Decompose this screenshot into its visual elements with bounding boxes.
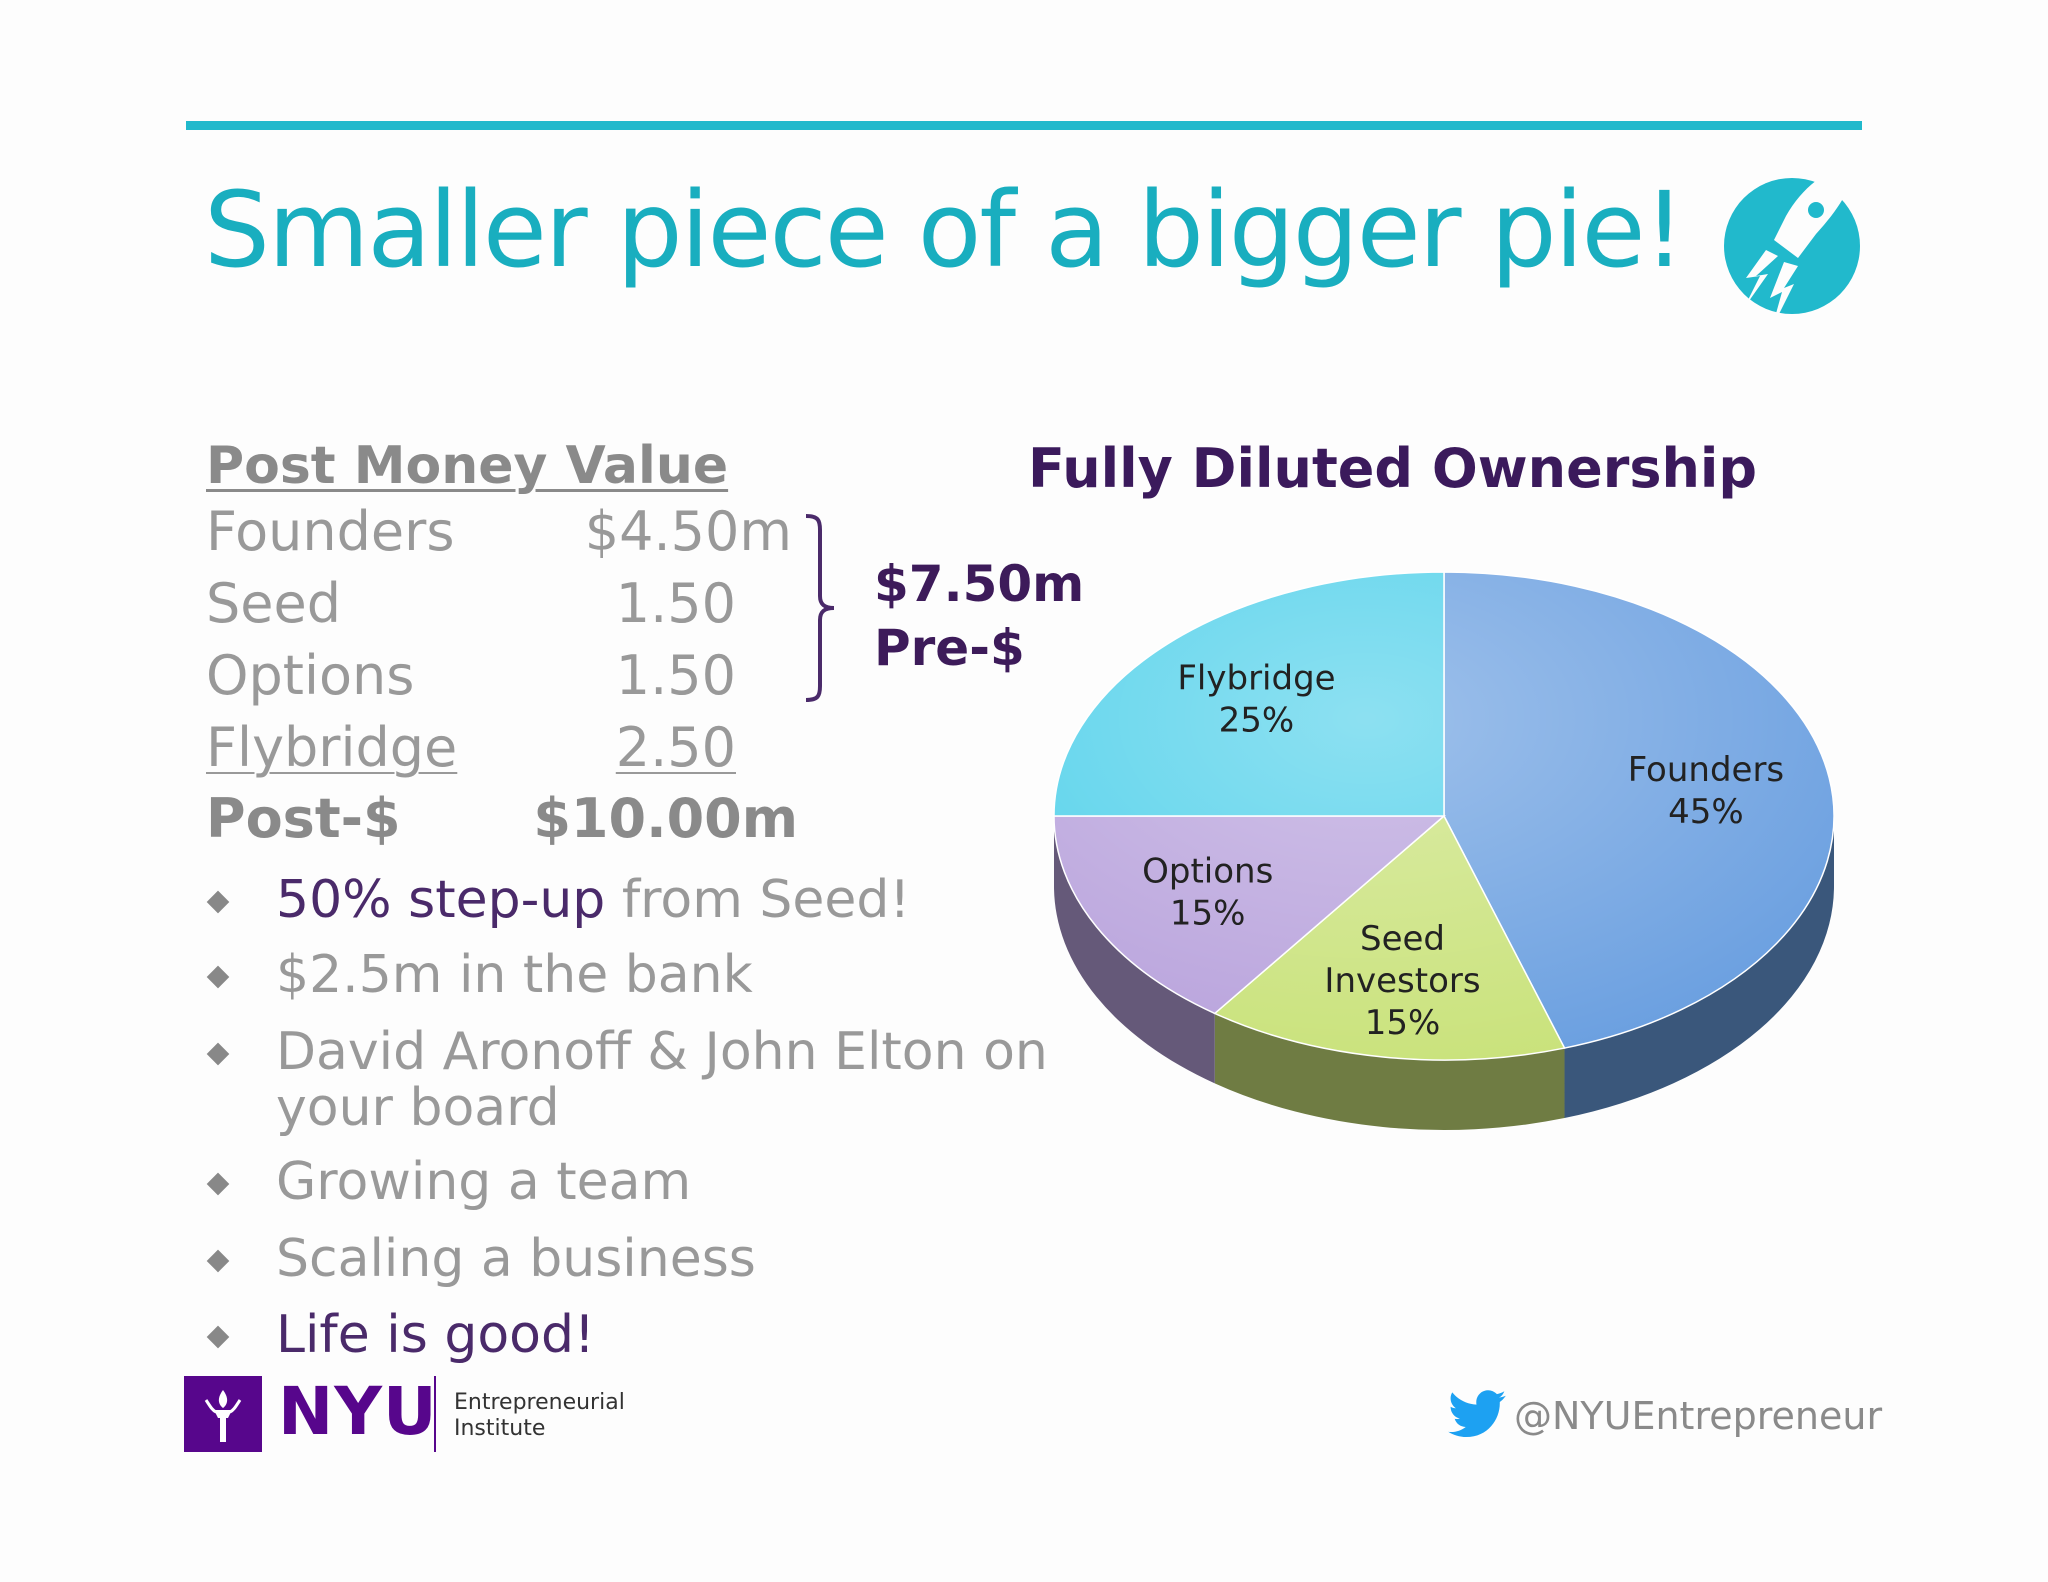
bullet-text: $2.5m in the bank bbox=[276, 945, 753, 1005]
pie-side-seed-investors bbox=[1214, 1013, 1565, 1130]
bullet-text: from Seed! bbox=[605, 870, 911, 930]
institute-line-1: Entrepreneurial bbox=[454, 1390, 625, 1415]
pie-label-options: Options 15% bbox=[1142, 851, 1273, 933]
row-founders: Founders $4.50m bbox=[206, 497, 806, 567]
twitter-bird-icon bbox=[1448, 1390, 1506, 1438]
row-label: Seed bbox=[206, 572, 341, 635]
diamond-bullet-icon bbox=[206, 1172, 230, 1196]
pie-label-founders: Founders 45% bbox=[1628, 750, 1784, 832]
pre-money-callout: $7.50m Pre-$ bbox=[874, 552, 1084, 680]
pie-label-seed-investors: Seed Investors 15% bbox=[1324, 919, 1480, 1043]
row-flybridge: Flybridge 2.50 bbox=[206, 713, 806, 783]
row-value: $10.00m bbox=[533, 787, 798, 850]
torch-icon bbox=[204, 1390, 242, 1442]
row-post-money: Post-$ $10.00m bbox=[206, 784, 806, 854]
twitter-handle: @NYUEntrepreneur bbox=[1514, 1394, 1883, 1438]
pre-money-value: $7.50m bbox=[874, 555, 1085, 613]
bullet-text: David Aronoff & John Elton on your board bbox=[276, 1022, 1048, 1138]
nyu-torch-logo bbox=[184, 1376, 262, 1452]
pie-label-flybridge: Flybridge 25% bbox=[1177, 659, 1335, 741]
chart-title: Fully Diluted Ownership bbox=[1028, 437, 1758, 500]
row-label: Founders bbox=[206, 500, 455, 563]
top-accent-bar bbox=[186, 121, 1862, 130]
row-seed: Seed 1.50 bbox=[206, 569, 806, 639]
diamond-bullet-icon bbox=[206, 1042, 230, 1066]
row-value: 1.50 bbox=[615, 644, 736, 707]
diamond-bullet-icon bbox=[206, 965, 230, 989]
post-money-heading: Post Money Value bbox=[206, 436, 729, 496]
row-label: Options bbox=[206, 644, 415, 707]
institute-line-2: Institute bbox=[454, 1416, 546, 1441]
diamond-bullet-icon bbox=[206, 1249, 230, 1273]
institute-name: Entrepreneurial Institute bbox=[454, 1390, 625, 1442]
row-options: Options 1.50 bbox=[206, 641, 806, 711]
row-label: Post-$ bbox=[206, 787, 401, 850]
bullet-text: Growing a team bbox=[276, 1152, 692, 1212]
diamond-bullet-icon bbox=[206, 890, 230, 914]
row-value: 1.50 bbox=[615, 572, 736, 635]
nyu-logo-text: NYU bbox=[278, 1373, 438, 1450]
bullet-highlight: 50% step-up bbox=[276, 870, 606, 930]
pre-money-brace bbox=[805, 514, 835, 702]
bullet-highlight: Life is good! bbox=[276, 1305, 595, 1365]
rocket-icon bbox=[1724, 164, 1860, 328]
bullet-text: Scaling a business bbox=[276, 1229, 756, 1289]
pre-money-label: Pre-$ bbox=[874, 619, 1025, 677]
ownership-pie-chart: Founders 45% Seed Investors 15% Options 15% Fly… bbox=[1053, 571, 1835, 1130]
slide-title: Smaller piece of a bigger pie! bbox=[204, 169, 1685, 291]
row-label: Flybridge bbox=[206, 716, 458, 779]
row-value: 2.50 bbox=[615, 716, 736, 779]
diamond-bullet-icon bbox=[206, 1325, 230, 1349]
row-value: $4.50m bbox=[584, 500, 792, 563]
logo-divider bbox=[434, 1376, 436, 1452]
